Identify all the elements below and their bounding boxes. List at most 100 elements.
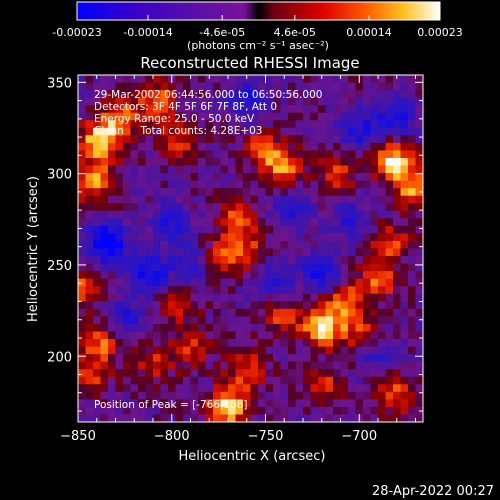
heatmap-cell (318, 316, 326, 325)
heatmap-cell (363, 256, 371, 264)
heatmap-cell (340, 331, 349, 340)
heatmap-cell (280, 384, 289, 393)
heatmap-cell (243, 218, 251, 227)
heatmap-cell (100, 157, 109, 166)
heatmap-cell (288, 248, 296, 257)
heatmap-cell (168, 301, 176, 310)
heatmap-cell (265, 323, 274, 332)
heatmap-cell (333, 127, 341, 136)
heatmap-cell (235, 369, 244, 378)
heatmap-cell (288, 369, 296, 378)
heatmap-cell (370, 331, 379, 340)
heatmap-cell (78, 248, 86, 257)
heatmap-cell (400, 105, 409, 114)
heatmap-cell (168, 369, 176, 378)
heatmap-cell (280, 188, 289, 197)
heatmap-cell (310, 316, 319, 325)
heatmap-cell (205, 369, 214, 378)
heatmap-cell (363, 240, 371, 249)
heatmap-cell (153, 376, 161, 385)
heatmap-cell (235, 286, 244, 295)
heatmap-cell (378, 256, 386, 264)
heatmap-cell (145, 112, 154, 121)
heatmap-cell (258, 384, 266, 393)
heatmap-cell (123, 361, 131, 370)
heatmap-cell (213, 233, 221, 242)
heatmap-cell (355, 165, 364, 174)
heatmap-cell (400, 391, 409, 400)
heatmap-cell (318, 323, 326, 332)
heatmap-cell (295, 195, 304, 204)
heatmap-cell (153, 120, 161, 129)
heatmap-cell (385, 150, 394, 159)
heatmap-cell (175, 293, 184, 302)
heatmap-cell (235, 331, 244, 340)
heatmap-cell (123, 346, 131, 355)
heatmap-cell (393, 210, 401, 219)
heatmap-cell (310, 75, 319, 83)
heatmap-cell (378, 218, 386, 227)
heatmap-cell (190, 354, 199, 363)
heatmap-cell (393, 90, 401, 99)
heatmap-cell (303, 97, 311, 106)
heatmap-cell (138, 248, 146, 257)
heatmap-cell (93, 391, 101, 400)
heatmap-cell (355, 82, 364, 91)
heatmap-cell (160, 339, 169, 347)
heatmap-cell (198, 391, 206, 400)
heatmap-cell (265, 271, 274, 280)
heatmap-cell (393, 150, 401, 159)
heatmap-cell (100, 135, 109, 144)
heatmap-cell (175, 278, 184, 287)
heatmap-cell (258, 120, 266, 129)
x-tick-label: −850 (60, 429, 96, 444)
heatmap-cell (400, 406, 409, 415)
heatmap-cell (235, 203, 244, 212)
heatmap-cell (130, 142, 139, 151)
heatmap-cell (348, 278, 356, 287)
heatmap-cell (348, 120, 356, 129)
heatmap-cell (160, 97, 169, 106)
heatmap-cell (85, 346, 94, 355)
heatmap-cell (318, 271, 326, 280)
heatmap-cell (183, 248, 191, 257)
heatmap-cell (175, 142, 184, 151)
heatmap-cell (325, 120, 334, 129)
heatmap-cell (213, 323, 221, 332)
heatmap-cell (153, 203, 161, 212)
heatmap-cell (348, 75, 356, 83)
heatmap-cell (220, 308, 229, 317)
heatmap-cell (160, 240, 169, 249)
heatmap-cell (115, 346, 124, 355)
heatmap-cell (213, 210, 221, 219)
heatmap-cell (175, 369, 184, 378)
heatmap-cell (408, 165, 416, 174)
heatmap-cell (190, 135, 199, 144)
heatmap-cell (333, 391, 341, 400)
heatmap-cell (138, 263, 146, 272)
heatmap-cell (318, 112, 326, 121)
heatmap-cell (220, 414, 229, 422)
heatmap-cell (183, 82, 191, 91)
heatmap-cell (348, 105, 356, 114)
heatmap-cell (235, 308, 244, 317)
heatmap-cell (265, 210, 274, 219)
heatmap-cell (408, 376, 416, 385)
heatmap-cell (408, 369, 416, 378)
heatmap-cell (183, 112, 191, 121)
heatmap-cell (93, 112, 101, 121)
heatmap-cell (220, 271, 229, 280)
heatmap-cell (258, 271, 266, 280)
heatmap-cell (138, 127, 146, 136)
heatmap-cell (355, 233, 364, 242)
heatmap-cell (288, 188, 296, 197)
heatmap-cell (220, 323, 229, 332)
heatmap-cell (138, 308, 146, 317)
heatmap-cell (265, 150, 274, 159)
heatmap-cell (385, 271, 394, 280)
heatmap-cell (273, 256, 281, 264)
heatmap-cell (198, 301, 206, 310)
heatmap-cell (288, 82, 296, 91)
heatmap-cell (243, 399, 251, 408)
heatmap-cell (213, 414, 221, 422)
